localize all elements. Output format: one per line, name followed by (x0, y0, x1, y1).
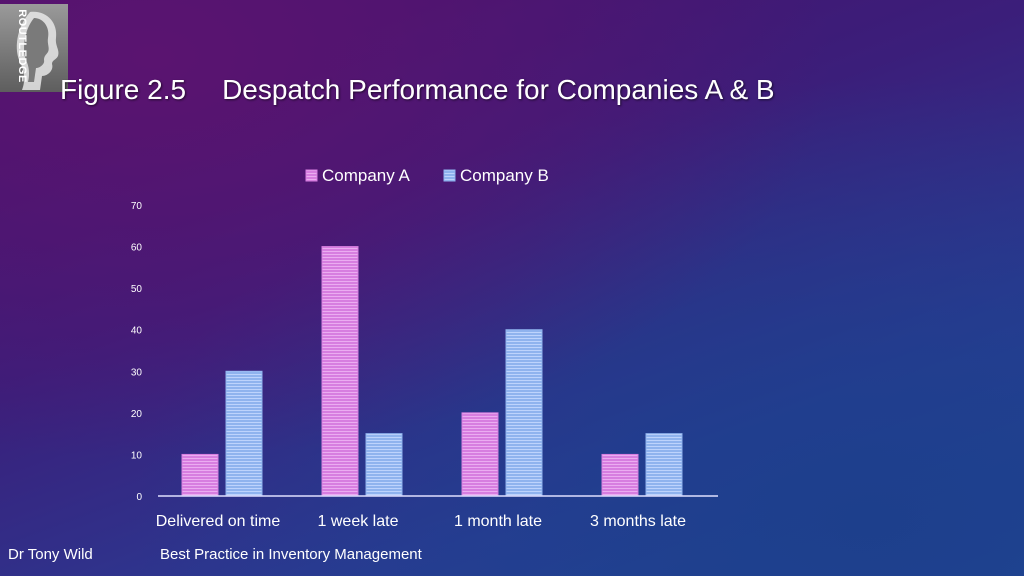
bar-company-b-1-week-late (365, 433, 403, 497)
y-axis: 0 10 20 30 40 50 60 70 (131, 201, 143, 503)
y-tick-label: 70 (131, 201, 143, 212)
legend: Company A Company B (305, 166, 549, 185)
bar-company-a-1-month-late (461, 412, 499, 497)
y-tick-label: 30 (131, 367, 143, 378)
y-tick-label: 0 (136, 492, 142, 503)
bar-company-b-delivered-on-time (225, 370, 263, 497)
footer-book-title: Best Practice in Inventory Management (160, 546, 422, 563)
bar-company-b-1-month-late (505, 329, 543, 497)
bar-company-a-1-week-late (321, 246, 359, 497)
legend-label-company-a: Company A (322, 166, 411, 185)
footer-author: Dr Tony Wild (8, 546, 93, 563)
legend-swatch-company-b (443, 169, 456, 182)
y-tick-label: 60 (131, 243, 143, 254)
bar-company-a-3-months-late (601, 453, 639, 497)
y-tick-label: 20 (131, 409, 143, 420)
figure-title: Despatch Performance for Companies A & B (222, 74, 775, 105)
profile-silhouette-icon (16, 11, 59, 91)
x-tick-label: 1 month late (454, 513, 542, 530)
x-tick-label: 3 months late (590, 513, 686, 530)
y-tick-label: 40 (131, 326, 143, 337)
figure-number: Figure 2.5 (60, 74, 187, 105)
page-title: Figure 2.5 Despatch Performance for Compa… (60, 74, 775, 106)
legend-label-company-b: Company B (460, 166, 549, 185)
routledge-logo: ROUTLEDGE (0, 4, 68, 92)
y-tick-label: 10 (131, 450, 143, 461)
x-axis-labels: Delivered on time 1 week late 1 month late… (156, 513, 686, 530)
legend-swatch-company-a (305, 169, 318, 182)
bar-company-a-delivered-on-time (181, 453, 219, 497)
bars (181, 246, 683, 497)
y-tick-label: 50 (131, 284, 143, 295)
bar-company-b-3-months-late (645, 433, 683, 497)
x-tick-label: 1 week late (318, 513, 399, 530)
x-tick-label: Delivered on time (156, 513, 281, 530)
